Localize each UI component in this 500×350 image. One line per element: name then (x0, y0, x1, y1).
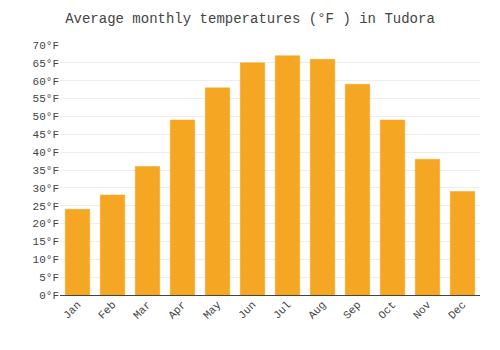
svg-text:Mar: Mar (131, 299, 153, 321)
svg-text:45°F: 45°F (33, 129, 59, 141)
svg-text:Nov: Nov (411, 299, 434, 322)
svg-text:May: May (201, 299, 224, 322)
svg-text:5°F: 5°F (39, 272, 59, 284)
svg-text:Jan: Jan (61, 299, 83, 321)
svg-text:Sep: Sep (341, 299, 363, 321)
svg-text:35°F: 35°F (33, 165, 59, 177)
svg-text:40°F: 40°F (33, 147, 59, 159)
svg-text:Jun: Jun (236, 299, 258, 321)
svg-text:15°F: 15°F (33, 236, 59, 248)
svg-text:50°F: 50°F (33, 111, 59, 123)
svg-text:30°F: 30°F (33, 183, 59, 195)
svg-text:0°F: 0°F (39, 290, 59, 302)
svg-text:65°F: 65°F (33, 58, 59, 70)
svg-text:25°F: 25°F (33, 201, 59, 213)
svg-text:Average monthly temperatures (: Average monthly temperatures (°F ) in Tu… (65, 11, 435, 27)
svg-text:Feb: Feb (96, 299, 118, 321)
svg-text:Jul: Jul (271, 299, 293, 321)
svg-text:Oct: Oct (376, 299, 398, 321)
svg-text:Apr: Apr (166, 299, 188, 321)
svg-text:20°F: 20°F (33, 218, 59, 230)
svg-text:Aug: Aug (306, 299, 328, 321)
svg-text:Dec: Dec (446, 299, 468, 321)
svg-text:60°F: 60°F (33, 76, 59, 88)
svg-text:55°F: 55°F (33, 93, 59, 105)
svg-text:10°F: 10°F (33, 254, 59, 266)
svg-text:70°F: 70°F (33, 40, 59, 52)
